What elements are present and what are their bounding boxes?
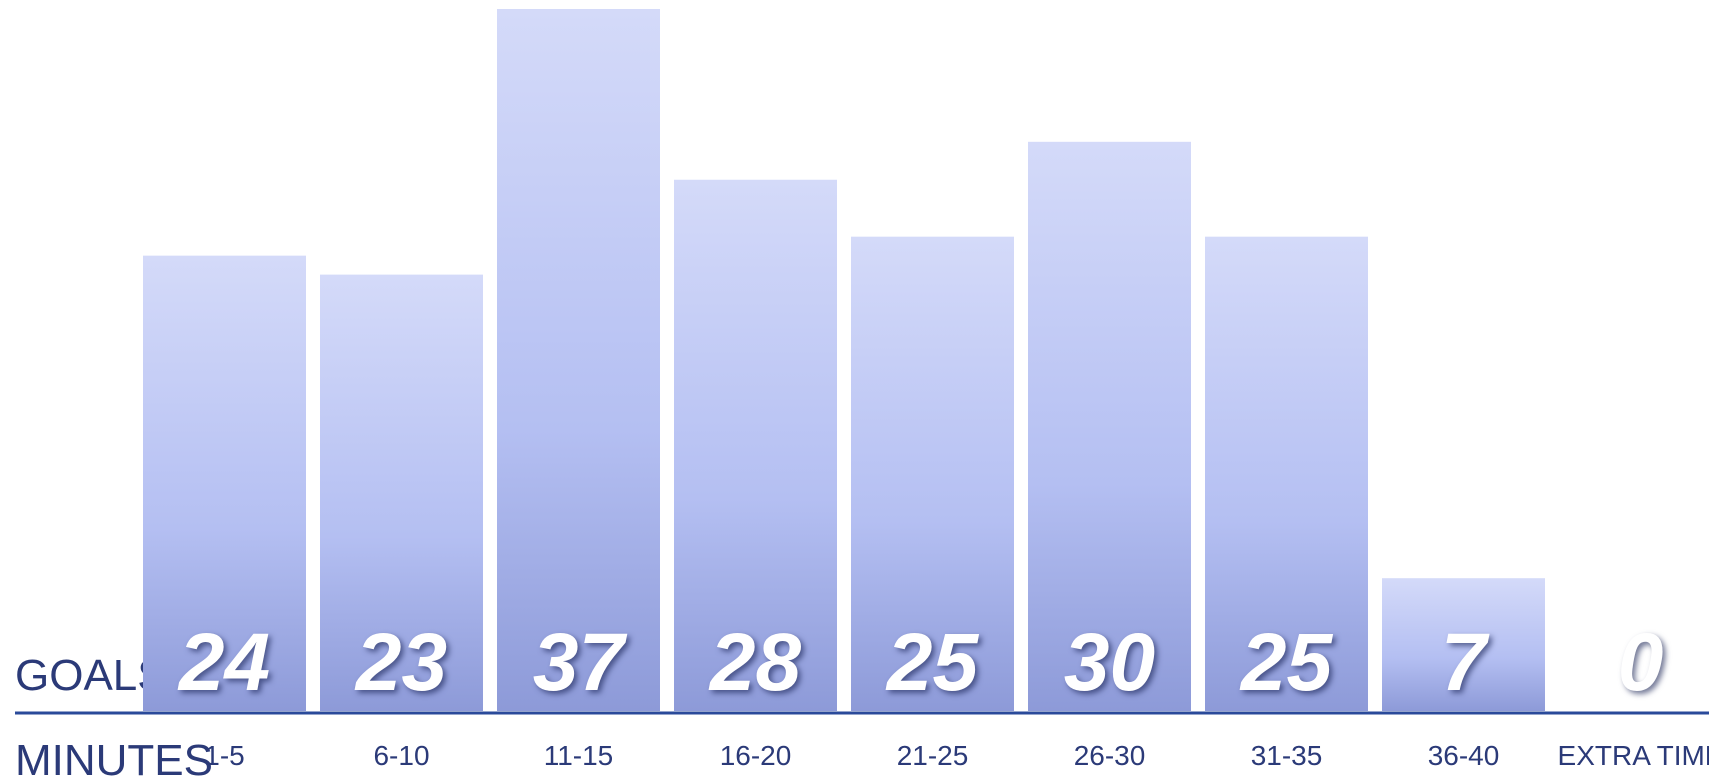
category-axis-label: MINUTES bbox=[15, 736, 213, 782]
x-tick-label: 11-15 bbox=[544, 740, 614, 771]
x-tick-label: 16-20 bbox=[720, 740, 792, 771]
x-tick-label: 31-35 bbox=[1251, 740, 1323, 771]
bar bbox=[497, 9, 660, 711]
value-label: 30 bbox=[1064, 617, 1155, 708]
x-tick-label: 6-10 bbox=[373, 740, 429, 771]
value-label: 23 bbox=[354, 617, 447, 708]
value-label: 7 bbox=[1441, 617, 1490, 708]
value-label: 28 bbox=[708, 617, 802, 708]
value-label: 24 bbox=[177, 617, 270, 708]
x-tick-label: EXTRA TIME bbox=[1558, 740, 1709, 771]
x-tick-label: 36-40 bbox=[1428, 740, 1500, 771]
value-label: 37 bbox=[533, 617, 628, 708]
chart: GOALS MINUTES 241-5236-103711-152816-202… bbox=[0, 0, 1709, 782]
value-label: 25 bbox=[1239, 617, 1334, 708]
value-label: 0 bbox=[1618, 617, 1664, 708]
x-tick-label: 26-30 bbox=[1074, 740, 1146, 771]
x-tick-label: 21-25 bbox=[897, 740, 969, 771]
x-tick-label: 1-5 bbox=[204, 740, 244, 771]
value-label: 25 bbox=[885, 617, 980, 708]
